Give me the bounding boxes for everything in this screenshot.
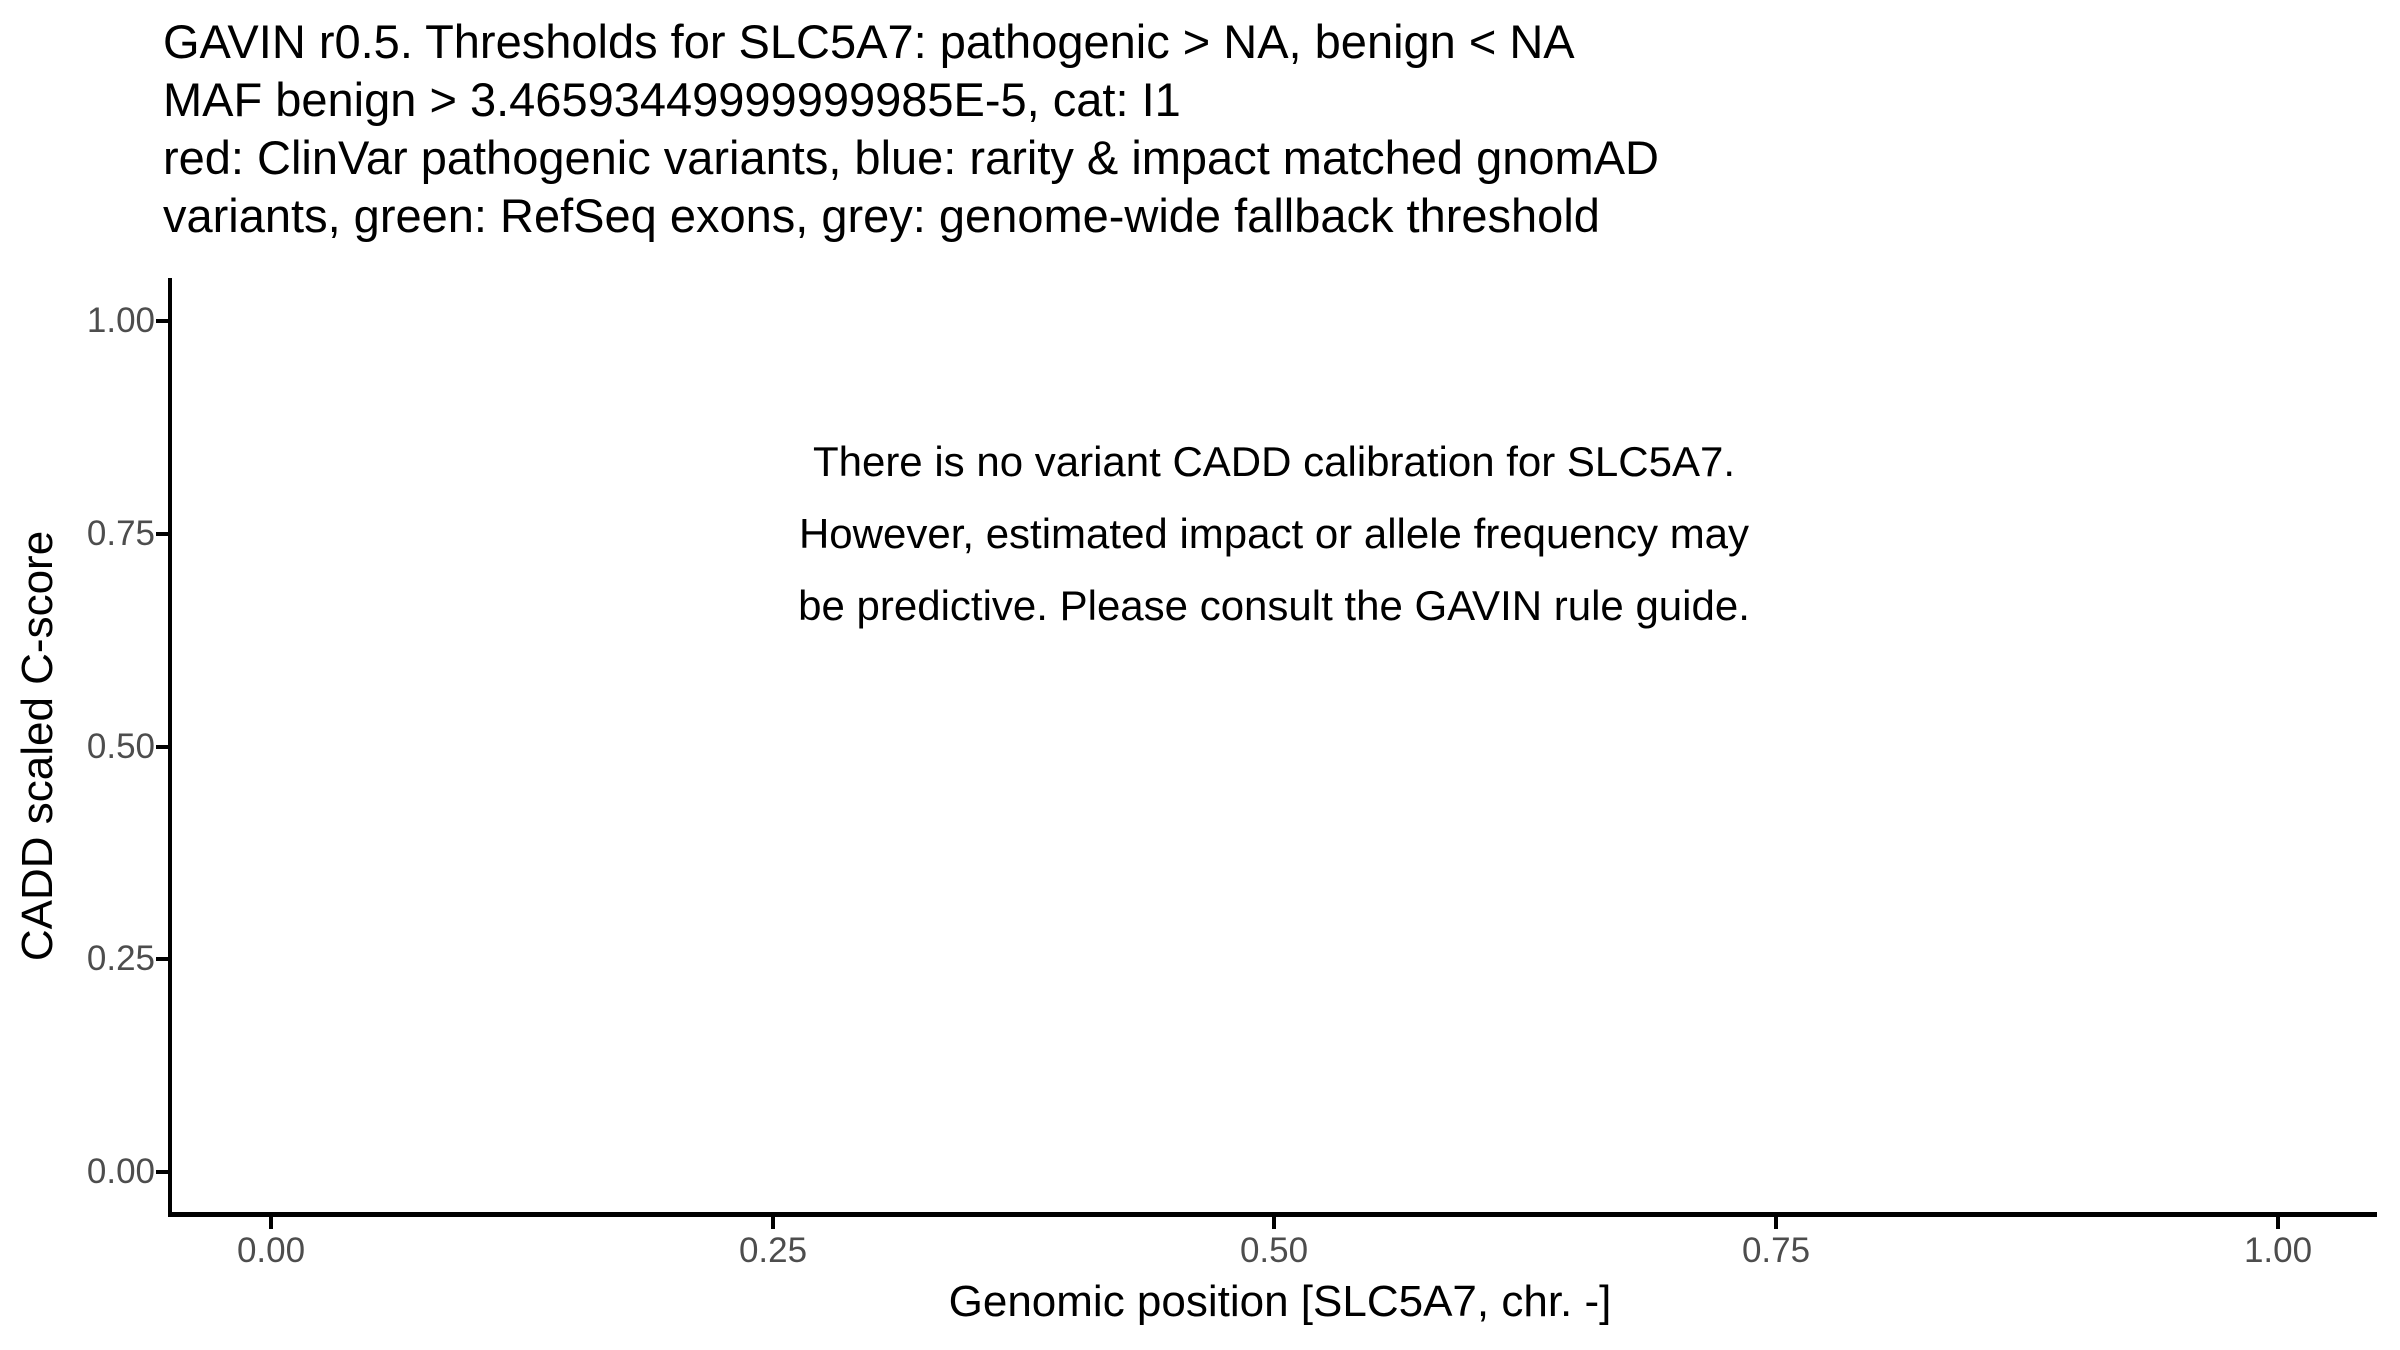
plot-title: GAVIN r0.5. Thresholds for SLC5A7: patho… bbox=[163, 13, 1659, 245]
annotation-line-2: However, estimated impact or allele freq… bbox=[798, 510, 1750, 557]
x-tick-label: 0.50 bbox=[1239, 1231, 1309, 1270]
no-calibration-annotation: There is no variant CADD calibration for… bbox=[798, 426, 1750, 642]
x-tick-mark-0.75 bbox=[1774, 1217, 1778, 1229]
y-tick-mark-0.00 bbox=[156, 1170, 168, 1174]
y-tick-label: 0.50 bbox=[86, 727, 155, 766]
y-tick-label: 0.25 bbox=[86, 939, 155, 978]
y-tick-label: 0.75 bbox=[86, 514, 155, 553]
plot-title-line-2: MAF benign > 3.46593449999999985E-5, cat… bbox=[163, 73, 1181, 126]
plot-title-line-1: GAVIN r0.5. Thresholds for SLC5A7: patho… bbox=[163, 15, 1575, 68]
y-tick-mark-1.00 bbox=[156, 319, 168, 323]
y-axis-title: CADD scaled C-score bbox=[13, 530, 62, 962]
x-tick-label: 0.00 bbox=[236, 1231, 306, 1270]
x-tick-mark-0.00 bbox=[269, 1217, 273, 1229]
annotation-line-1: There is no variant CADD calibration for… bbox=[812, 438, 1736, 485]
x-tick-mark-0.25 bbox=[771, 1217, 775, 1229]
x-tick-mark-0.50 bbox=[1272, 1217, 1276, 1229]
x-tick-mark-1.00 bbox=[2276, 1217, 2280, 1229]
x-tick-label: 1.00 bbox=[2243, 1231, 2313, 1270]
y-axis-line bbox=[168, 278, 172, 1216]
y-tick-mark-0.50 bbox=[156, 745, 168, 749]
plot-title-line-3: red: ClinVar pathogenic variants, blue: … bbox=[163, 131, 1659, 184]
x-axis-line bbox=[168, 1212, 2377, 1217]
x-axis-title: Genomic position [SLC5A7, chr. -] bbox=[948, 1277, 1612, 1326]
plot-panel bbox=[172, 278, 2377, 1212]
y-tick-label: 0.00 bbox=[86, 1152, 155, 1191]
x-tick-label: 0.75 bbox=[1741, 1231, 1811, 1270]
x-tick-label: 0.25 bbox=[738, 1231, 808, 1270]
y-tick-label: 1.00 bbox=[86, 301, 155, 340]
y-tick-mark-0.75 bbox=[156, 532, 168, 536]
y-tick-mark-0.25 bbox=[156, 957, 168, 961]
annotation-line-3: be predictive. Please consult the GAVIN … bbox=[798, 582, 1750, 629]
plot-title-line-4: variants, green: RefSeq exons, grey: gen… bbox=[163, 189, 1600, 242]
